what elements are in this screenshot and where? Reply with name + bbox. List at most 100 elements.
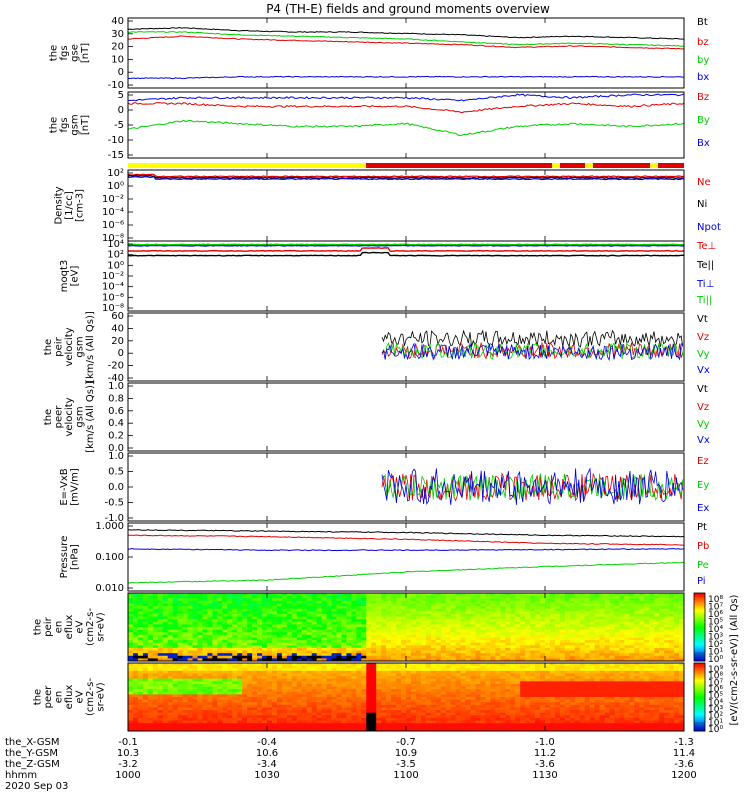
- flux-cell: [361, 600, 367, 604]
- flux-cell: [232, 728, 238, 732]
- flux-cell: [222, 655, 228, 659]
- flux-cell: [147, 686, 154, 690]
- flux-cell: [391, 619, 397, 623]
- flux-cell: [247, 668, 253, 672]
- flux-cell: [286, 699, 293, 703]
- flux-cell: [679, 629, 685, 633]
- flux-cell: [132, 611, 139, 615]
- flux-cell: [495, 647, 501, 652]
- flux-cell: [460, 668, 467, 672]
- flux-cell: [391, 611, 397, 615]
- flux-cell: [535, 598, 541, 602]
- flux-cell: [644, 598, 650, 602]
- flux-cell: [430, 697, 437, 701]
- flux-cell: [177, 640, 184, 644]
- flux-cell: [614, 603, 620, 607]
- flux-cell: [584, 613, 591, 618]
- flux-cell: [257, 634, 263, 638]
- flux-cell: [465, 616, 472, 620]
- flux-cell: [276, 650, 283, 654]
- flux-cell: [316, 694, 323, 698]
- flux-cell: [515, 611, 521, 615]
- y-tick-label: 0.0: [108, 443, 124, 454]
- flux-cell: [351, 632, 357, 636]
- flux-cell: [604, 655, 611, 659]
- flux-cell: [386, 595, 392, 599]
- flux-cell: [182, 647, 189, 652]
- flux-cell: [376, 647, 382, 652]
- flux-cell: [306, 720, 313, 724]
- flux-cell: [396, 717, 402, 722]
- flux-cell: [316, 683, 323, 688]
- flux-cell: [475, 598, 481, 602]
- flux-cell: [574, 653, 581, 657]
- flux-cell: [410, 694, 417, 698]
- flux-cell: [674, 600, 680, 604]
- flux-cell: [281, 642, 288, 646]
- flux-cell: [639, 653, 645, 657]
- flux-cell: [386, 720, 392, 724]
- flux-cell: [664, 600, 670, 604]
- colorbar-segment: [694, 647, 705, 650]
- flux-cell: [396, 658, 402, 662]
- flux-cell: [510, 593, 516, 597]
- flux-cell: [415, 634, 422, 638]
- flux-cell: [495, 634, 501, 638]
- flux-cell: [162, 616, 169, 620]
- flux-cell: [267, 686, 273, 690]
- flux-cell: [425, 603, 432, 607]
- flux-cell: [554, 655, 561, 659]
- flux-cell: [167, 621, 174, 625]
- flux-cell: [252, 681, 258, 685]
- flux-cell: [271, 642, 278, 646]
- flux-cell: [460, 624, 467, 628]
- flux-cell: [192, 673, 198, 677]
- flux-cell: [286, 593, 293, 597]
- flux-cell: [142, 606, 149, 610]
- flux-cell: [371, 598, 377, 602]
- flux-cell: [341, 723, 347, 727]
- flux-cell: [291, 606, 298, 610]
- flux-cell: [624, 600, 630, 604]
- flux-cell: [376, 640, 382, 644]
- flux-cell: [142, 686, 149, 690]
- flux-cell: [664, 593, 670, 597]
- flux-cell: [291, 697, 298, 701]
- flux-cell: [639, 598, 645, 602]
- flux-cell: [649, 611, 655, 615]
- flux-cell: [629, 640, 635, 644]
- flux-cell: [321, 637, 328, 641]
- flux-cell: [142, 728, 149, 732]
- flux-cell: [252, 686, 258, 690]
- flux-cell: [371, 691, 377, 695]
- flux-cell: [296, 712, 303, 716]
- flux-cell: [336, 611, 342, 615]
- flux-cell: [306, 611, 313, 615]
- flux-cell: [505, 655, 511, 659]
- flux-cell: [326, 707, 333, 711]
- flux-cell: [316, 655, 323, 659]
- flux-cell: [589, 611, 596, 615]
- flux-cell: [137, 668, 144, 672]
- flux-cell: [212, 673, 218, 677]
- flux-cell: [455, 715, 462, 719]
- flux-cell: [197, 642, 203, 646]
- flux-cell: [515, 593, 521, 597]
- flux-cell: [316, 600, 323, 604]
- flux-cell: [316, 642, 323, 646]
- flux-cell: [386, 598, 392, 602]
- flux-cell: [669, 658, 675, 662]
- flux-cell: [172, 647, 179, 652]
- flux-cell: [455, 699, 462, 703]
- flux-cell: [187, 640, 194, 644]
- flux-cell: [559, 624, 566, 628]
- flux-cell: [157, 606, 164, 610]
- flux-cell: [286, 606, 293, 610]
- flux-cell: [167, 593, 174, 597]
- flux-cell: [152, 606, 159, 610]
- flux-cell: [286, 725, 293, 729]
- flux-cell: [326, 613, 333, 618]
- flux-cell: [202, 650, 208, 654]
- flux-cell: [182, 613, 189, 618]
